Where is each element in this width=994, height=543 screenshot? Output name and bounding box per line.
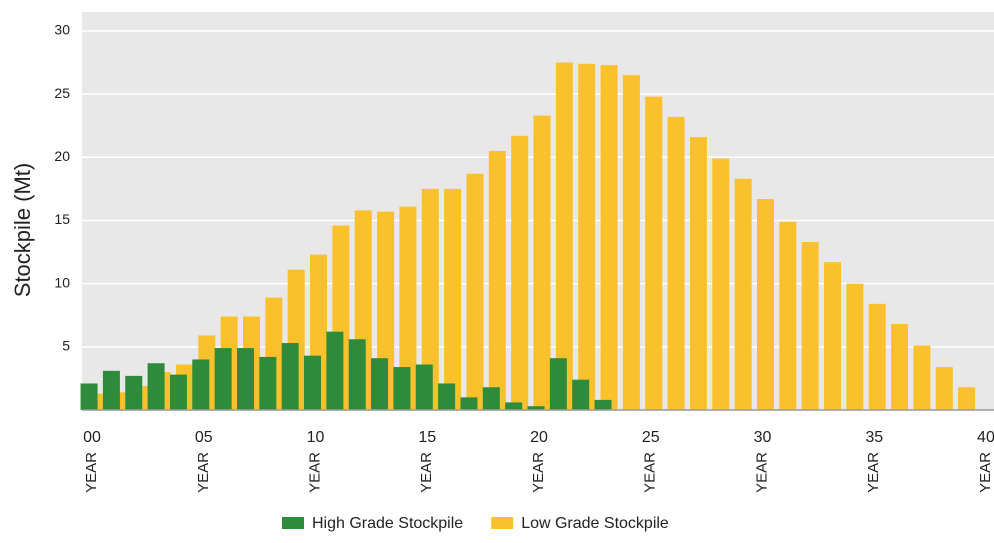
bar	[214, 348, 232, 410]
bar	[667, 116, 685, 410]
x-tick-unit: YEAR	[977, 452, 994, 493]
x-tick-label: 35	[865, 429, 883, 446]
bar	[326, 331, 344, 410]
y-tick-label: 20	[54, 148, 70, 164]
y-tick-label: 10	[54, 274, 70, 290]
x-tick-unit: YEAR	[642, 452, 659, 493]
bar	[259, 356, 277, 410]
x-tick-label: 15	[418, 429, 436, 446]
bar	[622, 75, 640, 410]
y-tick-label: 15	[54, 211, 70, 227]
bar	[393, 367, 411, 410]
bar	[488, 150, 506, 410]
x-tick-unit: YEAR	[865, 452, 882, 493]
y-tick-label: 25	[54, 85, 70, 101]
x-tick-unit: YEAR	[753, 452, 770, 493]
bar	[281, 343, 299, 410]
bar	[868, 303, 886, 410]
bar	[846, 283, 864, 410]
x-tick-label: 20	[530, 429, 548, 446]
bar	[399, 206, 417, 410]
legend-swatch	[491, 517, 514, 529]
bar	[801, 241, 819, 410]
bar	[958, 387, 976, 410]
bar	[304, 355, 322, 410]
bar	[824, 262, 842, 410]
legend-swatch	[282, 517, 304, 529]
bar	[505, 402, 523, 410]
bar	[236, 348, 254, 410]
x-tick-label: 30	[754, 429, 772, 446]
bar	[533, 115, 551, 410]
bar	[147, 363, 165, 410]
bar	[756, 198, 774, 410]
bar	[348, 339, 366, 410]
bar	[594, 399, 612, 410]
bar	[466, 173, 484, 410]
x-tick-unit: YEAR	[306, 452, 323, 493]
bar	[645, 96, 663, 411]
legend-label: High Grade Stockpile	[312, 515, 463, 532]
bar	[80, 383, 98, 410]
legend-label: Low Grade Stockpile	[521, 515, 669, 532]
bar	[689, 137, 707, 411]
x-tick-label: 00	[83, 429, 101, 446]
y-axis-label: Stockpile (Mt)	[10, 163, 35, 297]
bar	[371, 358, 389, 410]
bar	[600, 65, 618, 411]
bar	[578, 63, 596, 411]
bar	[102, 370, 120, 410]
bar	[779, 221, 797, 410]
bar	[511, 135, 529, 411]
x-tick-label: 25	[642, 429, 660, 446]
bar	[460, 397, 478, 410]
x-tick-unit: YEAR	[530, 452, 547, 493]
bar	[891, 324, 909, 410]
x-tick-unit: YEAR	[418, 452, 435, 493]
bar	[438, 383, 456, 410]
x-tick-label: 40	[977, 429, 994, 446]
x-tick-label: 10	[307, 429, 325, 446]
bar	[935, 367, 953, 410]
bar	[734, 178, 752, 410]
bar	[125, 375, 143, 410]
bar	[712, 158, 730, 410]
bar	[192, 359, 210, 410]
x-tick-unit: YEAR	[83, 452, 100, 493]
x-tick-label: 05	[195, 429, 213, 446]
bar	[415, 364, 433, 410]
bar	[169, 374, 187, 410]
bar	[482, 387, 500, 410]
bar	[549, 358, 567, 410]
bar	[444, 188, 462, 410]
bar	[572, 379, 590, 410]
bar	[555, 62, 573, 411]
y-tick-label: 5	[62, 338, 70, 354]
bar	[913, 345, 931, 410]
y-tick-label: 30	[54, 22, 70, 38]
bar	[421, 188, 439, 410]
bar	[527, 406, 545, 410]
x-tick-unit: YEAR	[195, 452, 212, 493]
